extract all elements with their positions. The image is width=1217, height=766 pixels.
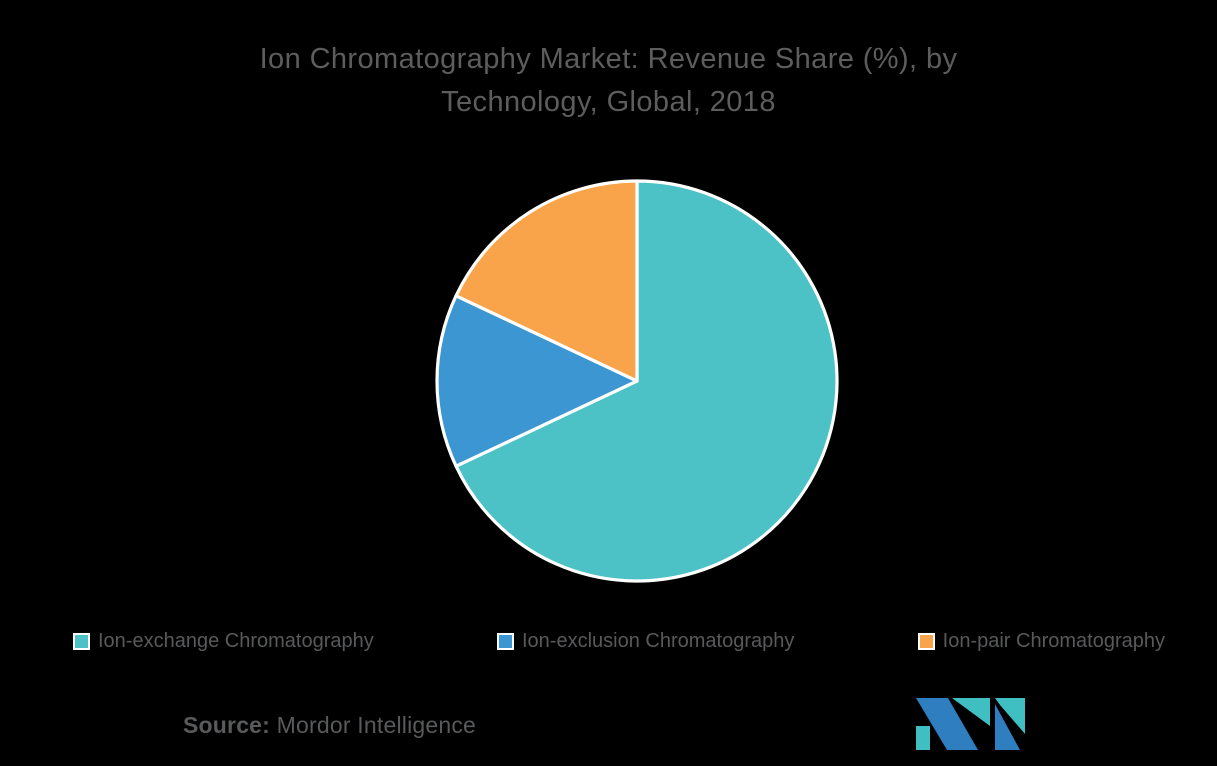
legend-item-ion-pair[interactable]: Ion-pair Chromatography bbox=[917, 630, 1165, 653]
pie-slice-ion-pair-chromatography[interactable] bbox=[454, 179, 639, 383]
chart-title-line1: Ion Chromatography Market: Revenue Share… bbox=[259, 43, 958, 75]
chart-title-line2: Technology, Global, 2018 bbox=[441, 86, 776, 118]
source-label: Source: bbox=[183, 712, 271, 738]
legend-swatch-ion-exchange bbox=[73, 633, 90, 650]
mordor-intelligence-logo bbox=[916, 698, 1025, 750]
legend-label-ion-pair: Ion-pair Chromatography bbox=[942, 630, 1165, 652]
pie-chart[interactable] bbox=[433, 177, 841, 585]
logo-m-diagonal-band bbox=[916, 698, 978, 750]
logo-m-bottom-left-square bbox=[916, 726, 930, 750]
logo-m-top-right-triangle bbox=[952, 698, 990, 726]
legend: Ion-exchange Chromatography Ion-exclusio… bbox=[73, 630, 1165, 653]
legend-label-ion-exclusion: Ion-exclusion Chromatography bbox=[522, 630, 795, 652]
legend-item-ion-exclusion[interactable]: Ion-exclusion Chromatography bbox=[497, 630, 794, 653]
legend-label-ion-exchange: Ion-exchange Chromatography bbox=[98, 630, 374, 652]
chart-title: Ion Chromatography Market: Revenue Share… bbox=[0, 38, 1217, 124]
source-value: Mordor Intelligence bbox=[276, 712, 477, 738]
legend-swatch-ion-exclusion bbox=[497, 633, 514, 650]
pie-slice-ion-exchange-chromatography[interactable] bbox=[454, 179, 839, 583]
source-note: Source: Mordor Intelligence bbox=[183, 712, 476, 739]
legend-item-ion-exchange[interactable]: Ion-exchange Chromatography bbox=[73, 630, 374, 653]
pie-slice-ion-exclusion-chromatography[interactable] bbox=[435, 294, 639, 468]
logo-right-blue bbox=[995, 704, 1020, 750]
legend-swatch-ion-pair bbox=[917, 633, 935, 650]
logo-right-teal bbox=[995, 698, 1025, 734]
